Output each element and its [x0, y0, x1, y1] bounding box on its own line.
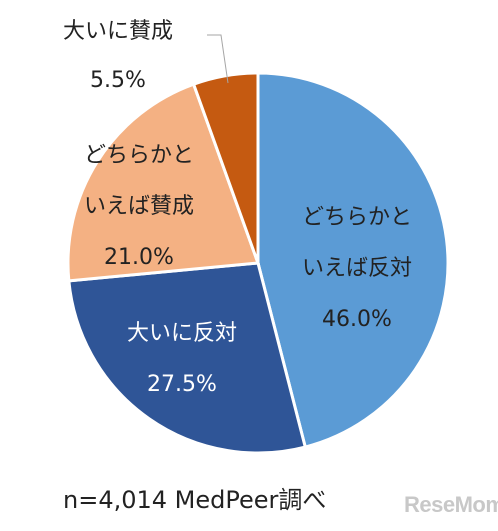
slice-value-label: 5.5%: [90, 68, 146, 93]
slice-value-label: 46.0%: [322, 307, 392, 332]
slice-label-line: どちらかと: [302, 205, 412, 230]
watermark-logo: ReseMom: [404, 492, 498, 517]
source-note: n=4,014 MedPeer調べ: [63, 486, 326, 514]
slice-label-line: いえば反対: [302, 256, 412, 281]
label-opp-weak: どちらかと いえば反対 46.0%: [302, 205, 412, 332]
leader-line: [207, 34, 229, 84]
slice-label-line: 大いに賛成: [63, 19, 173, 44]
slice-value-label: 27.5%: [147, 372, 217, 397]
label-opp-strong: 大いに反対 27.5%: [127, 321, 237, 397]
slice-label-line: 大いに反対: [127, 321, 237, 346]
pie-slices: [66, 71, 450, 455]
pie-slice-1: [67, 261, 308, 455]
pie-slice-0: [256, 71, 450, 449]
slice-value-label: 21.0%: [104, 245, 174, 270]
slice-label-line: いえば賛成: [84, 194, 194, 219]
label-sup-strong: 大いに賛成 5.5%: [63, 19, 173, 93]
slice-label-line: どちらかと: [84, 143, 194, 168]
pie-slice-3: [191, 71, 260, 264]
label-sup-weak: どちらかと いえば賛成 21.0%: [84, 143, 194, 270]
